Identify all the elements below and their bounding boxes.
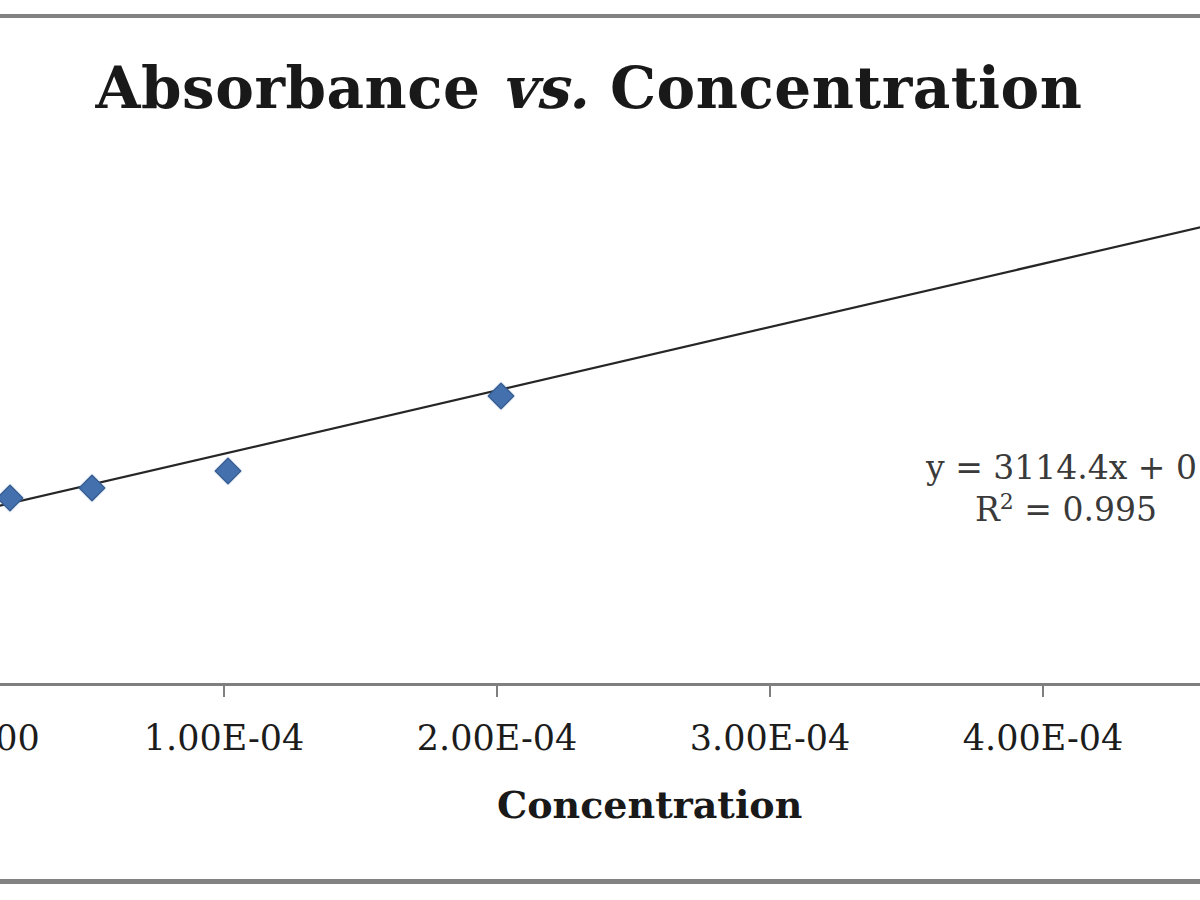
chart-figure: Absorbance vs. Concentration y = 3114.4x…: [0, 0, 1200, 900]
x-axis-label: Concentration: [497, 782, 802, 827]
figure-bottom-border: [0, 879, 1200, 884]
trendline-equation: y = 3114.4x + 0: [926, 448, 1197, 488]
x-axis-tick-mark: [769, 686, 771, 697]
r-squared-value: = 0.995: [1014, 490, 1157, 529]
r-squared-superscript: 2: [1000, 489, 1014, 514]
x-axis-tick-mark: [496, 686, 498, 697]
trendline-r-squared: R2 = 0.995: [975, 489, 1157, 530]
x-axis-tick-label: 1.00E-04: [144, 718, 305, 758]
x-axis-tick-label: 0.00E+00: [0, 718, 40, 758]
x-axis-tick-label: 2.00E-04: [417, 718, 578, 758]
x-axis-tick-mark: [223, 686, 225, 697]
x-axis-tick-mark: [1042, 686, 1044, 697]
trendline-equation-text: y = 3114.4x + 0: [926, 448, 1197, 487]
x-axis-tick-label: 3.00E-04: [690, 718, 851, 758]
x-axis-line: [0, 683, 1200, 686]
r-squared-symbol: R: [975, 490, 1000, 529]
x-axis-tick-label: 4.00E-04: [963, 718, 1124, 758]
